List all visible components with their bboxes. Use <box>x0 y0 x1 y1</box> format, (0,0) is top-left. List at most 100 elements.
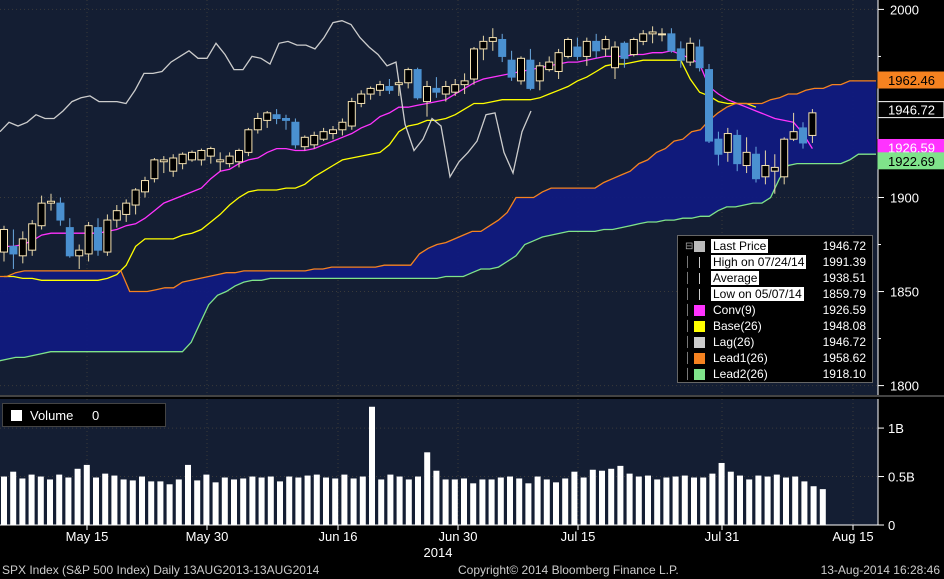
volume-bar <box>28 474 35 525</box>
volume-bar <box>258 477 265 525</box>
volume-bar <box>525 483 532 525</box>
candle-up <box>150 159 159 180</box>
volume-bar <box>267 476 274 525</box>
volume-bar <box>543 479 550 525</box>
volume-bar <box>617 465 624 525</box>
volume-bar <box>783 477 789 525</box>
candle-up <box>441 86 450 95</box>
volume-bar <box>599 470 605 525</box>
candle-up <box>460 80 469 86</box>
legend-label: Last Price <box>711 239 769 253</box>
volume-bar <box>792 476 799 525</box>
candle-up <box>517 57 525 82</box>
volume-bar <box>589 469 596 525</box>
volume-bar <box>185 464 191 525</box>
legend-value: 1991.39 <box>822 255 866 269</box>
legend-value: 1938.51 <box>822 271 866 285</box>
volume-bar <box>65 477 72 525</box>
candle-up <box>253 118 262 131</box>
volume-bar <box>819 489 826 525</box>
x-tick-label: Jun 30 <box>438 529 477 544</box>
candle-up <box>197 149 206 161</box>
candle-down <box>413 69 422 99</box>
volume-value: 0 <box>92 408 100 423</box>
volume-bar <box>681 475 688 525</box>
volume-bar <box>83 464 90 525</box>
legend-label: Lag(26) <box>713 335 755 349</box>
legend-label: Low on 05/07/14 <box>711 287 804 301</box>
price-tick-label: 1900 <box>890 191 919 206</box>
volume-bar <box>212 482 219 525</box>
legend-swatch <box>694 241 705 252</box>
volume-bar <box>157 481 164 525</box>
candle-up <box>206 148 215 157</box>
chart-legend: ⊟ Last Price 1946.72 │ High on 07/24/14 1991.… <box>677 235 873 383</box>
volume-bars <box>1 406 826 525</box>
volume-bar <box>378 479 385 525</box>
candle-up <box>347 101 356 127</box>
legend-tree-marker: │ <box>685 257 692 268</box>
price-tag-box <box>877 101 944 119</box>
candle-up <box>159 159 168 163</box>
candle-down <box>799 127 807 144</box>
volume-bar <box>387 474 394 525</box>
candle-up <box>423 86 431 103</box>
volume-bar <box>359 476 366 525</box>
price-tag-box <box>877 71 944 89</box>
price-tag-box <box>877 152 944 170</box>
candle-up <box>319 131 328 140</box>
volume-bar <box>700 477 707 525</box>
footer-copyright: Copyright© 2014 Bloomberg Finance L.P. <box>458 563 679 577</box>
legend-swatch <box>694 305 705 316</box>
volume-bar <box>56 474 63 525</box>
volume-bar <box>451 479 458 525</box>
volume-bar <box>323 477 329 525</box>
candle-up <box>75 249 84 257</box>
legend-tree-marker: │ <box>685 369 692 380</box>
candle-up <box>535 65 544 82</box>
candle-down <box>705 69 713 142</box>
volume-bar <box>415 476 421 525</box>
volume-bar <box>553 482 559 525</box>
volume-bar <box>562 478 569 525</box>
legend-item: │ Base(26) 1948.08 <box>682 319 870 335</box>
volume-bar <box>249 476 256 525</box>
volume-tick-label: 0.5B <box>888 470 915 485</box>
volume-bar <box>47 479 53 525</box>
volume-bar <box>737 475 743 525</box>
footer: SPX Index (S&P 500 Index) Daily 13AUG201… <box>0 560 944 579</box>
candle-up <box>686 42 695 63</box>
volume-bar <box>801 481 808 525</box>
candle-down <box>498 39 507 57</box>
candle-up <box>178 153 187 165</box>
candle-down <box>667 33 676 52</box>
candle-down <box>714 138 723 155</box>
candle-up <box>789 131 798 140</box>
candle-up <box>28 223 37 251</box>
volume-bar <box>672 476 679 525</box>
candle-up <box>357 93 366 104</box>
candle-down <box>291 121 300 146</box>
candle-up <box>582 40 591 57</box>
volume-legend: Volume 0 <box>2 403 166 427</box>
footer-security: SPX Index (S&P 500 Index) Daily 13AUG201… <box>2 563 320 577</box>
candle-down <box>432 87 441 93</box>
volume-bar <box>194 480 201 525</box>
candle-down <box>272 114 281 120</box>
legend-item: │ Conv(9) 1926.59 <box>682 303 870 319</box>
legend-swatch <box>699 289 706 300</box>
candle-up <box>770 166 779 172</box>
candle-down <box>733 134 742 165</box>
volume-tick-label: 0 <box>888 518 895 533</box>
volume-bar <box>350 478 357 525</box>
cloud-area <box>0 80 876 361</box>
legend-tree-marker: │ <box>685 305 692 316</box>
legend-item: │ Low on 05/07/14 1859.79 <box>682 287 870 303</box>
volume-bar <box>277 481 283 525</box>
legend-swatch <box>694 369 705 380</box>
x-tick-label: Jul 31 <box>705 529 740 544</box>
legend-value: 1958.62 <box>822 351 866 365</box>
candle-up <box>394 82 403 86</box>
axes: 2000 1900 1850 1800 May 15 May 30 Jun 16 Jun 30… <box>0 0 944 560</box>
